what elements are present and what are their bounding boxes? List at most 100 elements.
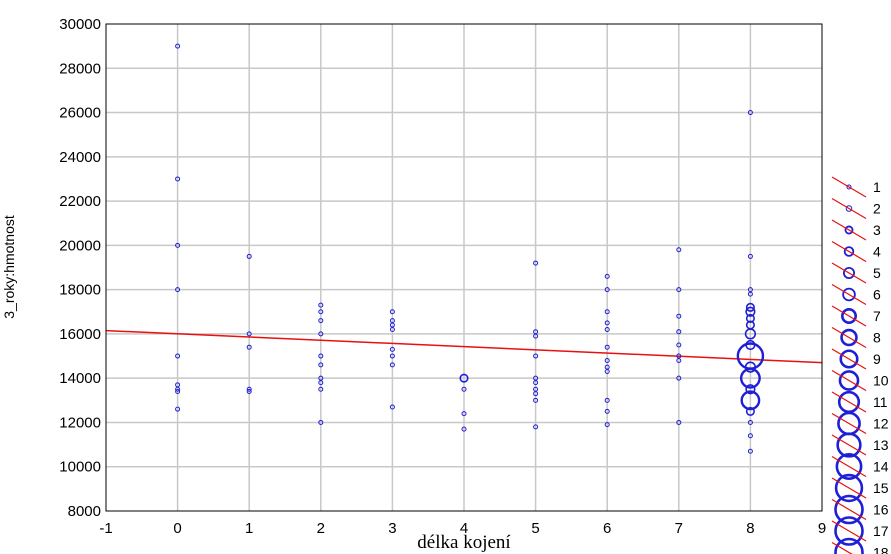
legend-marker — [839, 349, 859, 369]
legend-slash — [831, 197, 867, 220]
scatter-points — [175, 43, 765, 454]
data-point — [533, 260, 539, 266]
data-point — [389, 362, 395, 368]
data-point — [389, 404, 395, 410]
data-point — [318, 318, 324, 324]
legend-label: 12 — [873, 416, 889, 432]
legend-marker — [838, 370, 860, 391]
legend-marker — [834, 516, 864, 546]
legend-marker — [844, 225, 854, 235]
y-tick-label: 10000 — [59, 459, 101, 476]
data-point — [676, 419, 682, 425]
data-point — [676, 287, 682, 293]
legend-label: 5 — [873, 265, 881, 281]
regression-line — [105, 329, 823, 364]
legend-label: 9 — [873, 351, 881, 367]
y-tick-label: 24000 — [59, 149, 101, 166]
legend-slash — [831, 305, 867, 327]
x-tick-label: 6 — [603, 520, 611, 537]
data-point — [604, 320, 610, 326]
data-point — [318, 362, 324, 368]
legend-slash — [831, 369, 867, 392]
x-tick-label: 7 — [675, 520, 683, 537]
x-tick-label: 5 — [531, 520, 539, 537]
data-point — [246, 388, 252, 394]
data-point — [175, 176, 181, 182]
regression-line-group — [105, 329, 823, 364]
data-point — [604, 326, 610, 332]
data-point — [318, 309, 324, 315]
legend-label: 6 — [873, 287, 881, 303]
y-tick-label: 8000 — [68, 503, 101, 520]
legend-slash — [831, 176, 867, 198]
data-point — [739, 367, 761, 389]
legend-label: 8 — [873, 330, 881, 346]
data-point — [676, 247, 682, 253]
data-point — [604, 369, 610, 375]
data-point — [604, 309, 610, 315]
legend-marker — [841, 308, 857, 324]
data-point — [533, 424, 539, 430]
x-tick-label: 2 — [317, 520, 325, 537]
data-point — [246, 386, 252, 392]
data-point — [747, 253, 753, 259]
data-point — [389, 353, 395, 359]
legend-slash — [831, 240, 867, 263]
legend-label: 10 — [873, 373, 889, 389]
legend-marker — [840, 328, 858, 347]
y-tick-label: 28000 — [59, 60, 101, 77]
y-tick-label: 16000 — [59, 326, 101, 343]
data-point — [747, 110, 753, 116]
plot-border — [105, 23, 823, 512]
data-point — [461, 426, 467, 432]
data-point — [604, 408, 610, 414]
x-tick-label: 0 — [173, 520, 181, 537]
data-point — [533, 380, 539, 386]
legend-marker — [846, 184, 852, 190]
x-tick-label: -1 — [99, 520, 112, 537]
data-point — [175, 43, 181, 49]
legend-label: 14 — [873, 459, 889, 475]
legend-slash — [831, 326, 867, 349]
y-tick-label: 18000 — [59, 282, 101, 299]
data-point — [175, 388, 181, 394]
y-tick-labels: 8000 10000 12000 14000 16000 18000 20000 22000 2… — [59, 16, 101, 520]
data-point — [745, 306, 756, 317]
legend-label: 4 — [873, 244, 881, 260]
x-tick-label: 9 — [818, 520, 826, 537]
data-point — [533, 333, 539, 339]
data-point — [676, 329, 682, 335]
legend-slash — [831, 477, 867, 499]
data-point — [318, 419, 324, 425]
legend-slash — [831, 498, 867, 521]
y-tick-label: 30000 — [59, 16, 101, 33]
data-point — [676, 375, 682, 381]
legend-marker — [834, 494, 864, 525]
legend-slash — [831, 434, 867, 456]
data-point — [461, 386, 467, 392]
plot-frame — [105, 23, 823, 512]
data-point — [389, 326, 395, 332]
data-point — [676, 357, 682, 363]
legend-marker — [835, 453, 863, 480]
data-point — [747, 448, 753, 454]
legend-label: 17 — [873, 523, 889, 539]
data-point — [318, 386, 324, 392]
legend-marker — [843, 246, 855, 257]
legend-slash — [831, 455, 867, 478]
x-tick-label: 4 — [460, 520, 468, 537]
legend-label: 7 — [873, 308, 881, 324]
data-point — [246, 331, 252, 337]
data-point — [604, 357, 610, 363]
legend-label: 16 — [873, 502, 889, 518]
data-point — [389, 346, 395, 352]
data-point — [604, 344, 610, 350]
legend-marker — [834, 473, 864, 503]
legend-slash — [831, 219, 867, 241]
data-point — [744, 328, 757, 340]
legend-slash — [831, 541, 853, 554]
data-point — [459, 373, 469, 383]
data-point — [604, 273, 610, 279]
